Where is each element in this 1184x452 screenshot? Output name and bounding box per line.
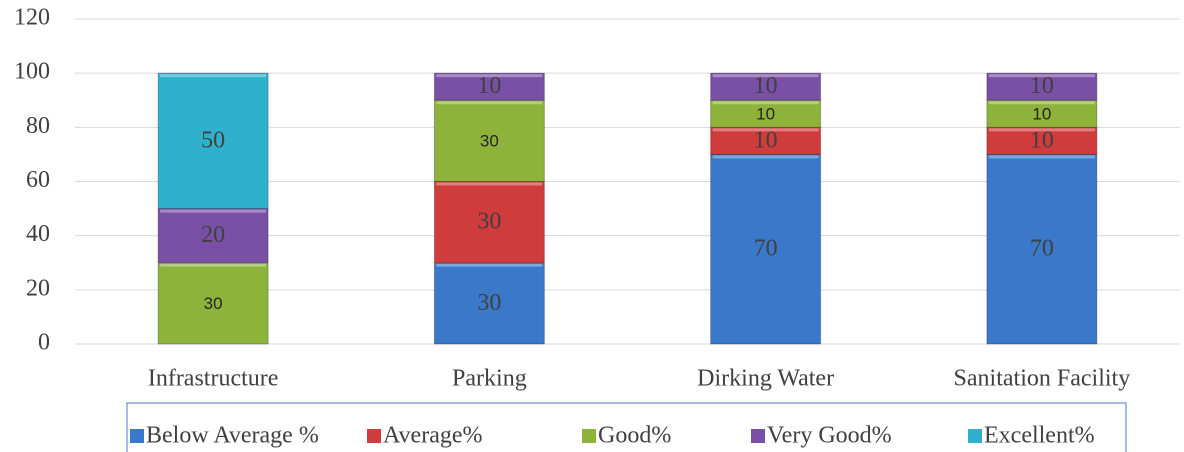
- bar-segment: [710, 72, 822, 101]
- bar-highlight: [712, 74, 819, 78]
- bar-highlight: [988, 101, 1095, 105]
- bar-segment: [986, 153, 1098, 345]
- legend-swatch: [582, 429, 596, 443]
- bar-segment: [157, 262, 269, 345]
- bar-highlight: [436, 182, 543, 186]
- legend-label: Good%: [598, 423, 671, 449]
- data-label: 10: [756, 104, 775, 123]
- x-tick-label: Parking: [452, 366, 527, 392]
- bar-highlight: [988, 128, 1095, 132]
- bar-highlight: [160, 74, 267, 78]
- bar-highlight: [712, 155, 819, 159]
- legend-box: [126, 402, 1127, 452]
- bar-segment: [986, 72, 1098, 101]
- data-label: 10: [1030, 73, 1054, 99]
- y-tick-label: 60: [26, 167, 50, 193]
- bar-highlight: [436, 74, 543, 78]
- bar-highlight: [436, 101, 543, 105]
- y-tick-label: 40: [26, 221, 50, 247]
- x-tick-label: Infrastructure: [148, 366, 279, 392]
- bar-highlight: [712, 128, 819, 132]
- data-label: 10: [1032, 104, 1051, 123]
- y-tick-label: 0: [38, 330, 50, 356]
- y-tick-label: 120: [14, 5, 50, 31]
- data-label: 70: [1030, 236, 1054, 262]
- data-label: 20: [201, 222, 225, 248]
- data-label: 50: [201, 127, 225, 153]
- legend-label: Average%: [383, 423, 483, 449]
- bar-highlight: [988, 74, 1095, 78]
- bar-highlight: [988, 155, 1095, 159]
- bar-segment: [433, 72, 545, 101]
- bar-segment: [710, 153, 822, 345]
- bar-segment: [710, 99, 822, 128]
- data-label: 10: [754, 73, 778, 99]
- data-label: 70: [754, 236, 778, 262]
- x-tick-label: Dirking Water: [697, 366, 834, 392]
- bar-segment: [157, 72, 269, 210]
- bar-segment: [433, 181, 545, 264]
- data-label: 30: [477, 290, 501, 316]
- y-tick-label: 80: [26, 113, 50, 139]
- legend-swatch: [130, 429, 144, 443]
- bar-segment: [986, 126, 1098, 155]
- y-tick-label: 20: [26, 275, 50, 301]
- data-label: 10: [1030, 127, 1054, 153]
- legend-label: Very Good%: [767, 423, 892, 449]
- data-label: 30: [480, 131, 499, 150]
- data-label: 10: [477, 73, 501, 99]
- bar-highlight: [160, 209, 267, 213]
- bar-segment: [986, 99, 1098, 128]
- legend-swatch: [968, 429, 982, 443]
- data-label: 10: [754, 127, 778, 153]
- data-label: 30: [477, 209, 501, 235]
- bar-highlight: [712, 101, 819, 105]
- bar-segment: [433, 262, 545, 345]
- legend-swatch: [751, 429, 765, 443]
- data-label: 30: [204, 294, 223, 313]
- y-tick-label: 100: [14, 59, 50, 85]
- bar-segment: [157, 208, 269, 264]
- bar-highlight: [160, 263, 267, 267]
- legend-swatch: [367, 429, 381, 443]
- bar-highlight: [436, 263, 543, 267]
- x-tick-label: Sanitation Facility: [954, 366, 1131, 392]
- legend-label: Excellent%: [984, 423, 1095, 449]
- legend-label: Below Average %: [146, 423, 319, 449]
